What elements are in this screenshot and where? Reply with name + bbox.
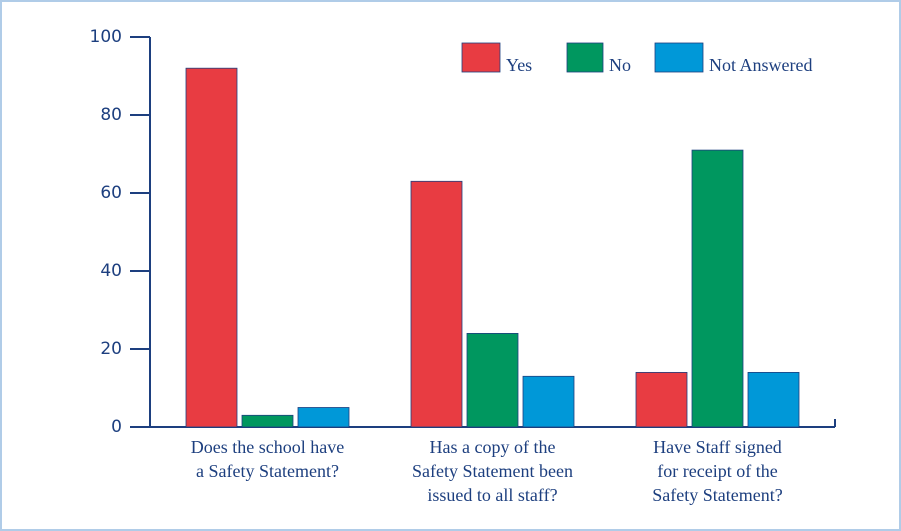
bar: [635, 371, 688, 428]
x-tick-line: Has a copy of the: [430, 437, 556, 457]
bar: [747, 371, 800, 428]
x-tick-line: for receipt of the: [657, 461, 777, 481]
x-tick-label: Does the school have a Safety Statement?: [191, 437, 344, 481]
legend-swatch: [566, 42, 604, 73]
y-tick-label: 80: [100, 105, 122, 125]
y-tick-label: 100: [90, 27, 122, 47]
bar: [691, 149, 744, 428]
y-tick-label: 60: [100, 183, 122, 203]
x-tick-label: Have Staff signed for receipt of the Safet…: [652, 437, 782, 505]
bar: [241, 414, 294, 428]
x-tick-line: Does the school have: [191, 437, 344, 457]
x-tick-line: a Safety Statement?: [196, 461, 339, 481]
x-tick-line: Safety Statement?: [652, 485, 782, 505]
x-tick-line: issued to all staff?: [427, 485, 557, 505]
y-tick-label: 40: [100, 261, 122, 281]
legend-label: Yes: [506, 55, 532, 75]
x-tick-label: Has a copy of the Safety Statement been is…: [412, 437, 573, 505]
x-tick-line: Safety Statement been: [412, 461, 573, 481]
bar: [466, 332, 519, 428]
legend-label: Not Answered: [709, 55, 812, 75]
bar: [297, 407, 350, 428]
y-tick-label: 0: [111, 417, 122, 437]
bar: [410, 180, 463, 428]
x-tick-line: Have Staff signed: [653, 437, 782, 457]
bar: [522, 375, 575, 428]
legend-swatch: [654, 42, 704, 73]
bar: [185, 67, 238, 428]
legend-label: No: [609, 55, 631, 75]
y-tick-label: 20: [100, 339, 122, 359]
legend-swatch: [461, 42, 501, 73]
